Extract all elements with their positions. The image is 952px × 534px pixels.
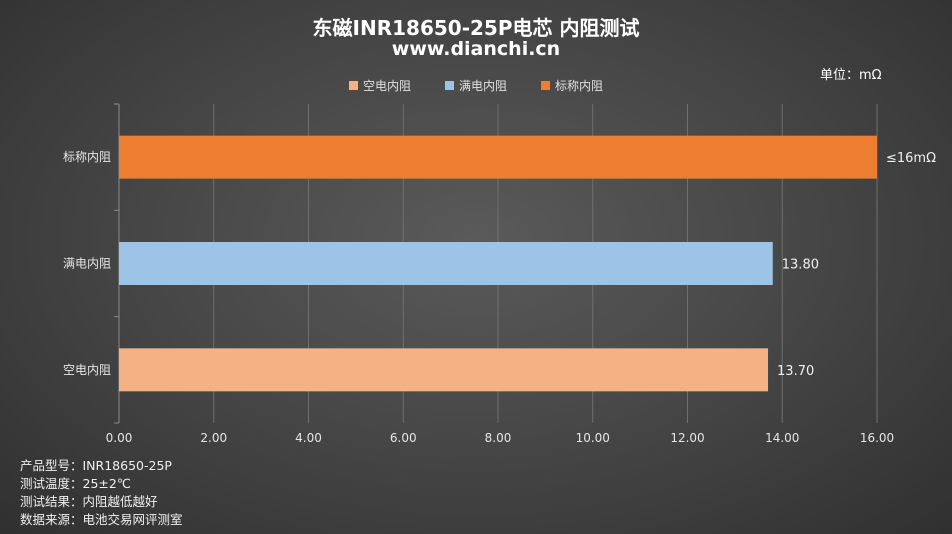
category-label: 标称内阻 [63,150,111,164]
chart-subtitle: www.dianchi.cn [391,38,561,60]
legend-label: 标称内阻 [555,79,604,93]
legend: 空电内阻 满电内阻 标称内阻 [0,77,952,94]
x-tick-label: 6.00 [390,431,417,445]
legend-item-full: 满电内阻 [444,77,507,94]
bar [119,348,769,392]
x-tick-label: 14.00 [765,431,799,445]
footnotes: 产品型号：INR18650-25P 测试温度：25±2℃ 测试结果：内阻越低越好… [20,457,183,529]
x-tick-label: 16.00 [860,431,894,445]
bar [119,242,773,285]
x-tick-label: 12.00 [670,431,704,445]
legend-label: 空电内阻 [362,79,411,93]
x-tick-label: 8.00 [485,431,512,445]
footnote-temperature: 测试温度：25±2℃ [20,476,131,491]
bar [119,135,877,179]
chart-title: 东磁INR18650-25P电芯 内阻测试 [312,16,640,40]
category-label: 空电内阻 [63,363,111,377]
footnote-source: 数据来源：电池交易网评测室 [20,512,183,527]
legend-item-nominal: 标称内阻 [541,77,603,94]
data-label: 13.70 [777,364,814,379]
x-tick-label: 2.00 [200,431,227,445]
data-label: ≤16mΩ [886,151,936,166]
x-tick-label: 10.00 [576,431,610,445]
legend-swatch [444,81,454,90]
category-label: 满电内阻 [63,257,111,271]
legend-swatch [541,81,550,90]
unit-label: 单位：mΩ [820,68,882,83]
x-tick-label: 0.00 [106,431,133,445]
footnote-result: 测试结果：内阻越低越好 [20,494,158,509]
data-label: 13.80 [782,258,819,273]
x-tick-label: 4.00 [295,431,322,445]
footnote-model: 产品型号：INR18650-25P [20,458,172,473]
legend-label: 满电内阻 [458,79,507,93]
legend-item-empty: 空电内阻 [348,77,411,94]
legend-swatch [348,81,358,90]
